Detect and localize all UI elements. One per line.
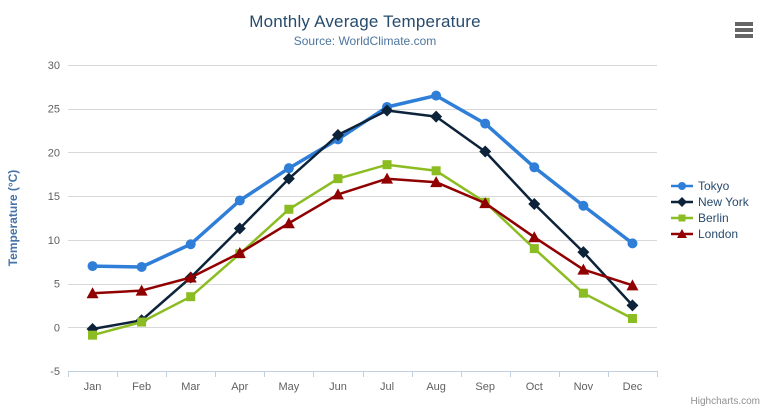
data-point-new-york[interactable] [479, 145, 492, 158]
data-point-tokyo[interactable] [480, 118, 491, 129]
series-line-berlin [91, 163, 634, 337]
data-point-new-york[interactable] [282, 172, 295, 185]
data-point-london[interactable] [577, 263, 590, 275]
chart-title: Monthly Average Temperature [249, 12, 481, 31]
legend: Tokyo New York Berlin London [671, 178, 749, 242]
data-point-london[interactable] [233, 246, 246, 258]
svg-text:10: 10 [48, 235, 60, 247]
x-axis-label: Feb [132, 381, 151, 393]
data-point-london[interactable] [184, 271, 197, 283]
legend-item-new-york[interactable]: New York [671, 194, 749, 210]
data-point-new-york[interactable] [528, 198, 541, 211]
legend-label: Berlin [698, 211, 729, 225]
legend-marker-circle-icon [671, 182, 693, 190]
series-london [86, 172, 639, 299]
y-axis-title: Temperature (°C) [6, 170, 20, 267]
data-point-london[interactable] [135, 284, 148, 296]
data-point-london[interactable] [430, 176, 443, 188]
legend-label: New York [698, 195, 749, 209]
chart-subtitle: Source: WorldClimate.com [293, 34, 437, 48]
data-point-london[interactable] [528, 231, 541, 243]
series-line-new-york [91, 109, 634, 331]
gridlines [68, 65, 657, 328]
data-point-tokyo[interactable] [431, 90, 442, 101]
legend-marker-diamond-icon [671, 197, 693, 207]
data-point-tokyo[interactable] [627, 238, 638, 249]
x-axis-label: Sep [475, 381, 495, 393]
hamburger-bar [735, 34, 753, 38]
data-point-berlin[interactable] [186, 292, 196, 302]
data-point-berlin[interactable] [529, 244, 539, 254]
hamburger-bar [735, 22, 753, 26]
data-point-new-york[interactable] [626, 299, 639, 312]
data-point-london[interactable] [479, 197, 492, 209]
data-point-berlin[interactable] [284, 204, 294, 214]
x-axis-label: Oct [526, 381, 543, 393]
legend-label: London [698, 227, 739, 241]
legend-label: Tokyo [698, 179, 730, 193]
x-axis-label: Jun [329, 381, 347, 393]
data-point-tokyo[interactable] [234, 195, 245, 206]
legend-item-london[interactable]: London [671, 226, 749, 242]
svg-text:-5: -5 [50, 366, 60, 378]
x-axis-label: May [278, 381, 299, 393]
y-axis-labels: -5 0 5 10 15 20 25 30 [48, 60, 60, 378]
x-axis-label: Nov [574, 381, 594, 393]
data-point-london[interactable] [626, 279, 639, 291]
data-point-berlin[interactable] [333, 174, 343, 184]
legend-marker-square-icon [671, 214, 693, 222]
data-point-tokyo[interactable] [578, 200, 589, 211]
data-point-new-york[interactable] [381, 104, 394, 117]
x-axis-label: Jan [84, 381, 102, 393]
data-point-tokyo[interactable] [283, 163, 294, 174]
data-point-london[interactable] [331, 188, 344, 200]
svg-text:5: 5 [54, 279, 60, 291]
svg-text:15: 15 [48, 191, 60, 203]
data-point-berlin[interactable] [431, 166, 441, 176]
svg-text:30: 30 [48, 60, 60, 72]
svg-text:25: 25 [48, 104, 60, 116]
series-line-london [91, 177, 634, 295]
legend-item-tokyo[interactable]: Tokyo [671, 178, 749, 194]
x-axis-label: Apr [231, 381, 248, 393]
data-point-berlin[interactable] [88, 330, 98, 340]
data-point-new-york[interactable] [577, 246, 590, 259]
x-axis: Jan Feb Mar Apr May Jun Jul Aug Sep Oct Nov Dec [68, 371, 658, 393]
data-point-tokyo[interactable] [529, 162, 540, 173]
export-hamburger-menu-icon[interactable] [735, 22, 753, 38]
x-axis-label: Mar [181, 381, 200, 393]
data-point-london[interactable] [381, 172, 394, 184]
data-point-new-york[interactable] [430, 110, 443, 123]
svg-text:0: 0 [54, 322, 60, 334]
series-tokyo [87, 90, 638, 272]
data-point-tokyo[interactable] [185, 239, 196, 250]
data-point-berlin[interactable] [627, 314, 637, 324]
data-point-berlin[interactable] [137, 317, 147, 327]
data-point-berlin[interactable] [578, 288, 588, 298]
data-point-new-york[interactable] [233, 222, 246, 235]
svg-text:20: 20 [48, 147, 60, 159]
series-new-york [86, 104, 639, 336]
data-point-tokyo[interactable] [136, 261, 147, 272]
data-point-new-york[interactable] [331, 128, 344, 141]
x-axis-label: Aug [426, 381, 446, 393]
data-point-berlin[interactable] [382, 160, 392, 170]
x-axis-label: Jul [380, 381, 394, 393]
data-point-tokyo[interactable] [87, 261, 98, 272]
data-point-london[interactable] [282, 217, 295, 229]
x-axis-label: Dec [623, 381, 643, 393]
data-point-london[interactable] [86, 287, 99, 299]
legend-item-berlin[interactable]: Berlin [671, 210, 749, 226]
highcharts-credit-link[interactable]: Highcharts.com [690, 396, 760, 407]
hamburger-bar [735, 28, 753, 32]
legend-marker-triangle-icon [671, 229, 693, 238]
